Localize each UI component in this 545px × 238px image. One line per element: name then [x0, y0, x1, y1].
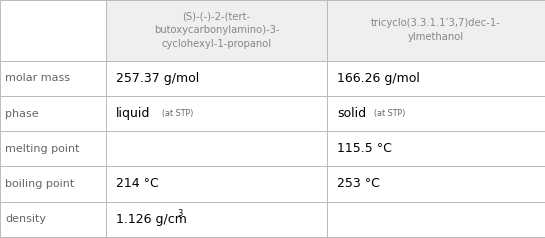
Bar: [106, 0, 327, 61]
Bar: [0, 96, 106, 131]
Text: 253 °C: 253 °C: [337, 178, 380, 190]
Bar: [327, 96, 545, 131]
Text: 115.5 °C: 115.5 °C: [337, 142, 392, 155]
Bar: [327, 0, 545, 61]
Text: 166.26 g/mol: 166.26 g/mol: [337, 72, 420, 85]
Text: melting point: melting point: [5, 144, 80, 154]
Bar: [327, 166, 545, 202]
Bar: [0, 202, 106, 237]
Text: boiling point: boiling point: [5, 179, 75, 189]
Text: 1.126 g/cm: 1.126 g/cm: [116, 213, 187, 226]
Text: solid: solid: [337, 107, 366, 120]
Text: 257.37 g/mol: 257.37 g/mol: [116, 72, 199, 85]
Bar: [327, 131, 545, 166]
Bar: [327, 202, 545, 237]
Text: 3: 3: [178, 209, 183, 218]
Bar: [0, 61, 106, 96]
Bar: [106, 0, 327, 61]
Bar: [106, 61, 327, 96]
Text: liquid: liquid: [116, 107, 150, 120]
Bar: [106, 96, 327, 131]
Bar: [0, 166, 106, 202]
Text: density: density: [5, 214, 46, 224]
Text: (S)-(-)-2-(tert-
butoxycarbonylamino)-3-
cyclohexyl-1-propanol: (S)-(-)-2-(tert- butoxycarbonylamino)-3-…: [154, 11, 280, 49]
Text: tricyclo(3.3.1.1’3,7)dec-1-
ylmethanol: tricyclo(3.3.1.1’3,7)dec-1- ylmethanol: [371, 18, 501, 42]
Text: 214 °C: 214 °C: [116, 178, 159, 190]
Bar: [0, 131, 106, 166]
Bar: [327, 0, 545, 61]
Bar: [106, 166, 327, 202]
Text: (at STP): (at STP): [162, 109, 194, 118]
Text: molar mass: molar mass: [5, 73, 70, 83]
Bar: [106, 131, 327, 166]
Bar: [0, 0, 106, 61]
Bar: [106, 202, 327, 237]
Text: (at STP): (at STP): [374, 109, 405, 118]
Bar: [327, 61, 545, 96]
Text: phase: phase: [5, 109, 39, 119]
